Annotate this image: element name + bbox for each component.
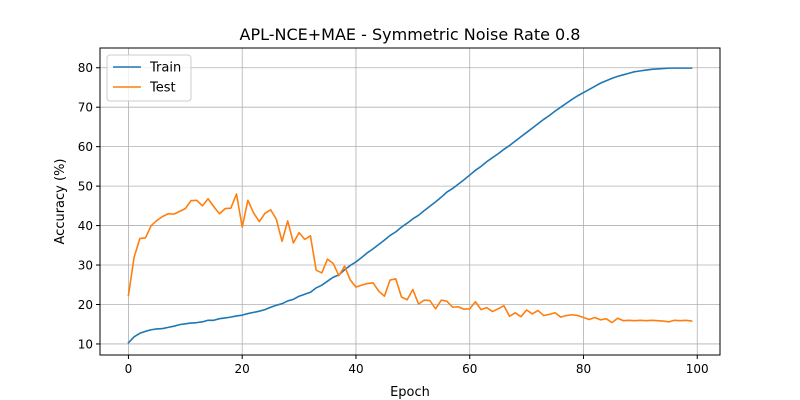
x-tick-label: 80 bbox=[576, 362, 591, 376]
y-tick-label: 30 bbox=[78, 259, 93, 273]
y-axis-label: Accuracy (%) bbox=[53, 159, 68, 245]
x-tick-label: 20 bbox=[235, 362, 250, 376]
grid-lines bbox=[100, 48, 720, 355]
x-tick-label: 0 bbox=[125, 362, 133, 376]
x-tick-label: 60 bbox=[462, 362, 477, 376]
series-line-train bbox=[127, 67, 693, 344]
legend-label-test: Test bbox=[149, 81, 176, 96]
y-tick-label: 60 bbox=[78, 140, 93, 154]
y-tick-label: 50 bbox=[78, 180, 93, 194]
x-axis-ticks: 0 20 40 60 80 100 bbox=[125, 355, 709, 376]
x-tick-label: 100 bbox=[686, 362, 709, 376]
legend: Train Test bbox=[106, 54, 192, 102]
y-axis-ticks: 10 20 30 40 50 60 70 80 bbox=[78, 61, 100, 351]
plot-area-frame bbox=[99, 47, 721, 356]
y-tick-label: 70 bbox=[78, 101, 93, 115]
legend-label-train: Train bbox=[149, 61, 181, 76]
x-axis-label: Epoch bbox=[390, 385, 430, 400]
y-tick-label: 80 bbox=[78, 61, 93, 75]
x-tick-label: 40 bbox=[348, 362, 363, 376]
y-tick-label: 10 bbox=[78, 337, 93, 351]
series-line-test bbox=[127, 193, 693, 324]
series-lines bbox=[127, 67, 693, 344]
chart-title: APL-NCE+MAE - Symmetric Noise Rate 0.8 bbox=[240, 25, 581, 44]
y-tick-label: 20 bbox=[78, 298, 93, 312]
y-tick-label: 40 bbox=[78, 219, 93, 233]
